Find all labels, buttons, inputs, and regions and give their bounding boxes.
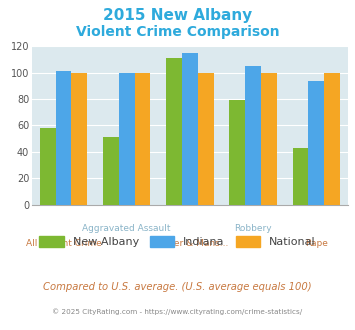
Text: Compared to U.S. average. (U.S. average equals 100): Compared to U.S. average. (U.S. average … — [43, 282, 312, 292]
Bar — [40, 128, 56, 205]
Bar — [198, 73, 214, 205]
Bar — [103, 137, 119, 205]
Text: Robbery: Robbery — [234, 224, 272, 233]
Text: Rape: Rape — [305, 239, 328, 248]
Bar — [56, 71, 71, 205]
Bar — [229, 100, 245, 205]
Bar — [166, 58, 182, 205]
Text: Murder & Mans...: Murder & Mans... — [151, 239, 229, 248]
Text: Aggravated Assault: Aggravated Assault — [82, 224, 171, 233]
Text: © 2025 CityRating.com - https://www.cityrating.com/crime-statistics/: © 2025 CityRating.com - https://www.city… — [53, 309, 302, 315]
Text: Violent Crime Comparison: Violent Crime Comparison — [76, 25, 279, 39]
Text: 2015 New Albany: 2015 New Albany — [103, 8, 252, 23]
Bar — [119, 73, 135, 205]
Bar — [135, 73, 151, 205]
Text: All Violent Crime: All Violent Crime — [26, 239, 102, 248]
Bar — [324, 73, 340, 205]
Bar — [182, 53, 198, 205]
Bar — [261, 73, 277, 205]
Bar — [71, 73, 87, 205]
Bar — [308, 81, 324, 205]
Bar — [293, 148, 308, 205]
Bar — [245, 66, 261, 205]
Legend: New Albany, Indiana, National: New Albany, Indiana, National — [35, 232, 320, 252]
